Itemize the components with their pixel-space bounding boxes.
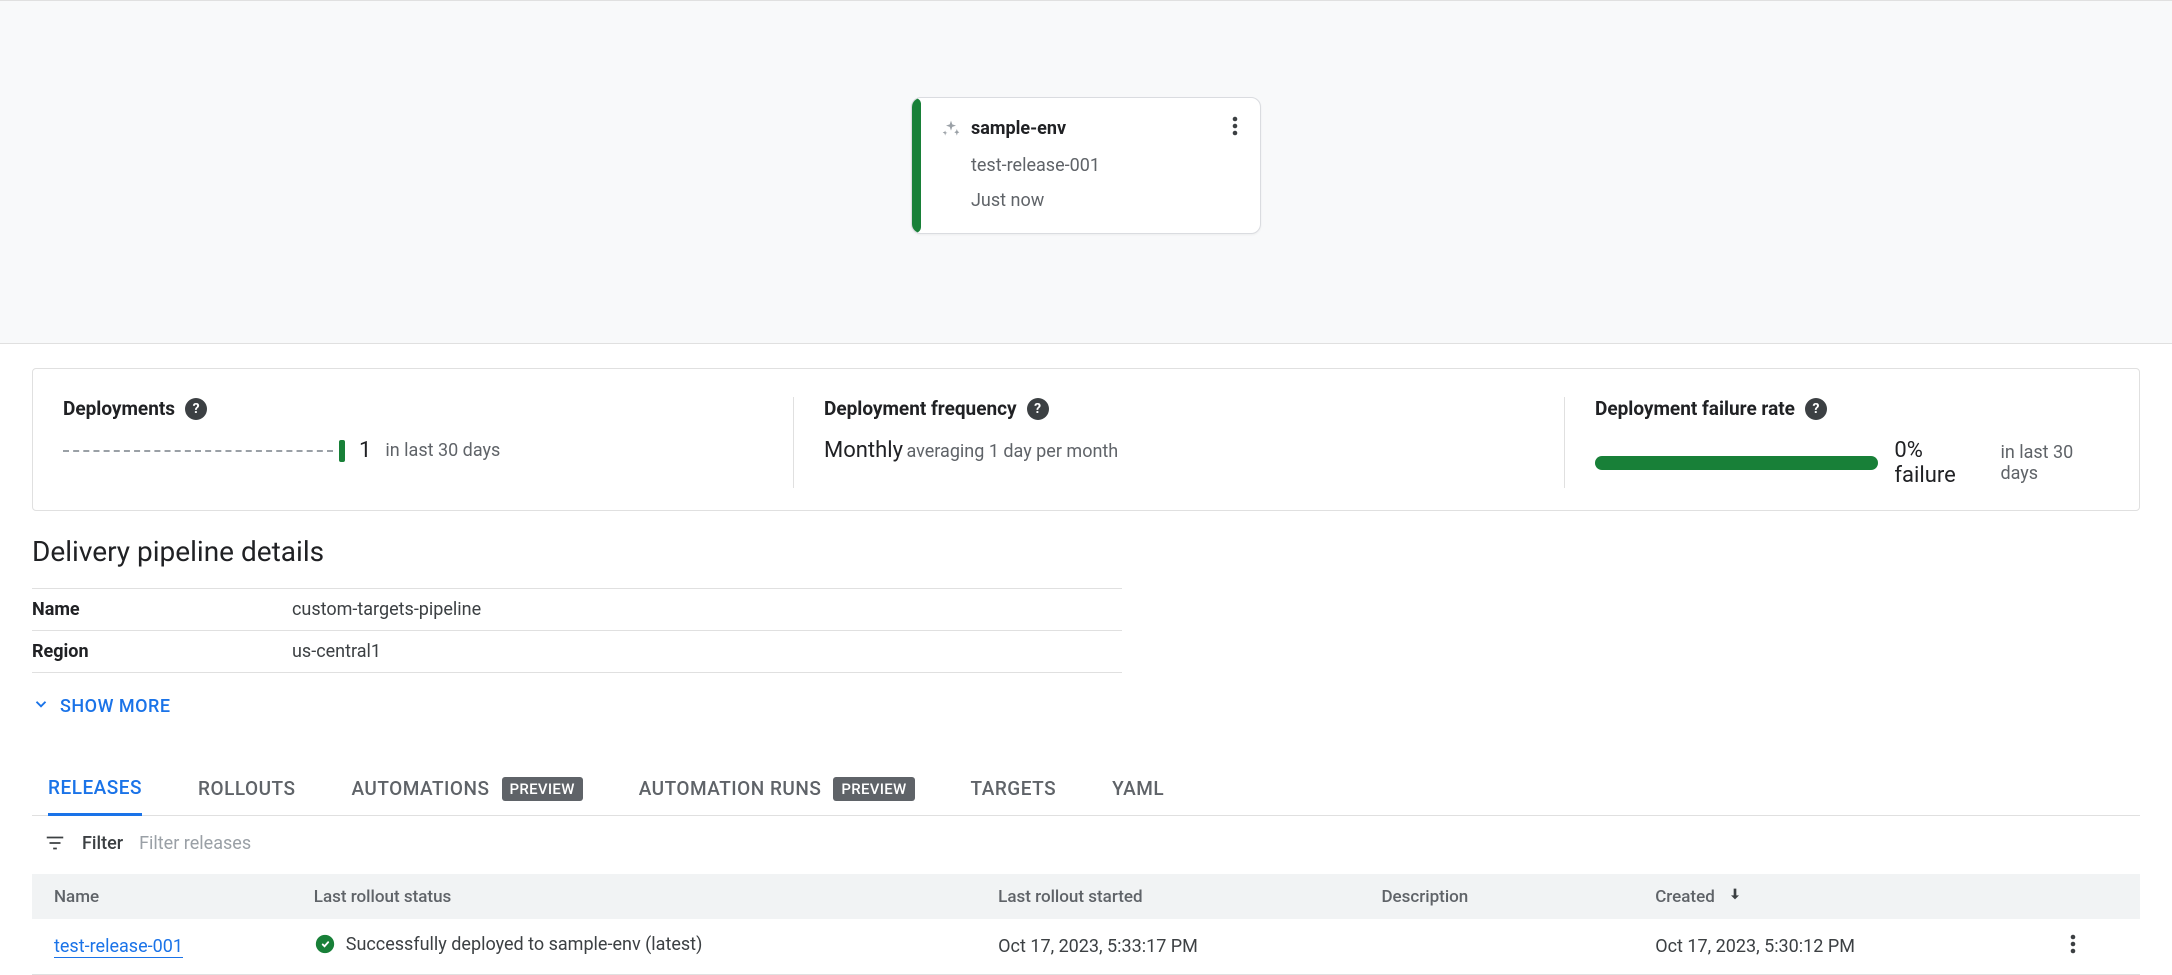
preview-badge: PREVIEW	[833, 777, 914, 801]
preview-badge: PREVIEW	[502, 777, 583, 801]
filter-input[interactable]: Filter releases	[139, 833, 251, 854]
details-heading: Delivery pipeline details	[32, 535, 2140, 568]
detail-label: Region	[32, 631, 292, 673]
tab-label: TARGETS	[971, 777, 1057, 800]
tab-label: YAML	[1112, 777, 1164, 800]
filter-icon[interactable]	[44, 832, 66, 854]
tabs-bar: RELEASES ROLLOUTS AUTOMATIONS PREVIEW AU…	[32, 762, 2140, 816]
failure-rate-value: 0% failure	[1894, 438, 1984, 488]
chevron-down-icon	[32, 695, 50, 718]
detail-row: Region us-central1	[32, 631, 1122, 673]
metric-deployments: Deployments ? 1 in last 30 days	[33, 397, 793, 488]
release-name-link[interactable]: test-release-001	[54, 936, 183, 958]
metric-failure-rate: Deployment failure rate ? 0% failure in …	[1565, 397, 2139, 488]
tab-automations[interactable]: AUTOMATIONS PREVIEW	[351, 763, 582, 815]
tab-label: RELEASES	[48, 776, 142, 799]
tab-label: ROLLOUTS	[198, 777, 295, 800]
failure-rate-subtext: in last 30 days	[2000, 442, 2109, 484]
col-header-actions	[2058, 874, 2140, 919]
detail-label: Name	[32, 589, 292, 631]
help-icon[interactable]: ?	[1027, 398, 1049, 420]
env-stage-card[interactable]: sample-env test-release-001 Just now	[911, 97, 1261, 234]
release-created: Oct 17, 2023, 5:30:12 PM	[1647, 919, 2058, 975]
col-header-description[interactable]: Description	[1373, 874, 1647, 919]
frequency-subtext: averaging 1 day per month	[906, 441, 1118, 462]
metric-failure-title: Deployment failure rate	[1595, 397, 1795, 420]
metric-frequency-title: Deployment frequency	[824, 397, 1017, 420]
metrics-panel: Deployments ? 1 in last 30 days Deployme…	[32, 368, 2140, 511]
success-check-icon	[314, 933, 336, 955]
detail-value: custom-targets-pipeline	[292, 589, 1122, 631]
sparkle-icon	[941, 119, 961, 139]
release-started: Oct 17, 2023, 5:33:17 PM	[990, 919, 1373, 975]
tab-releases[interactable]: RELEASES	[48, 762, 142, 816]
metric-frequency: Deployment frequency ? Monthly averaging…	[794, 397, 1564, 488]
help-icon[interactable]: ?	[185, 398, 207, 420]
tab-rollouts[interactable]: ROLLOUTS	[198, 763, 295, 814]
release-description	[1373, 919, 1647, 975]
releases-table: Name Last rollout status Last rollout st…	[32, 874, 2140, 975]
env-timestamp: Just now	[941, 190, 1242, 211]
frequency-value: Monthly	[824, 438, 903, 463]
col-header-status[interactable]: Last rollout status	[306, 874, 990, 919]
pipeline-details-section: Delivery pipeline details Name custom-ta…	[0, 511, 2172, 975]
failure-rate-bar	[1595, 456, 1878, 470]
deployments-sparkline	[63, 440, 345, 462]
release-row: test-release-001 Successfully deployed t…	[32, 919, 2140, 975]
env-release-name: test-release-001	[941, 155, 1242, 176]
help-icon[interactable]: ?	[1805, 398, 1827, 420]
show-more-button[interactable]: SHOW MORE	[32, 695, 171, 718]
sort-descending-icon	[1727, 887, 1743, 907]
tab-automation-runs[interactable]: AUTOMATION RUNS PREVIEW	[639, 763, 915, 815]
metric-deployments-title: Deployments	[63, 397, 175, 420]
col-header-created[interactable]: Created	[1647, 874, 2058, 919]
tab-label: AUTOMATIONS	[351, 777, 489, 800]
filter-label: Filter	[82, 833, 123, 854]
env-card-accent	[912, 98, 921, 233]
pipeline-stage-canvas: sample-env test-release-001 Just now	[0, 0, 2172, 344]
col-header-created-label: Created	[1655, 887, 1715, 907]
deployments-count: 1	[359, 438, 371, 463]
col-header-started[interactable]: Last rollout started	[990, 874, 1373, 919]
release-status-text: Successfully deployed to sample-env (lat…	[346, 934, 703, 955]
tab-label: AUTOMATION RUNS	[639, 777, 822, 800]
deployments-subtext: in last 30 days	[385, 440, 500, 461]
col-header-name[interactable]: Name	[32, 874, 306, 919]
env-title: sample-env	[971, 118, 1228, 139]
tab-yaml[interactable]: YAML	[1112, 763, 1164, 814]
filter-bar: Filter Filter releases	[32, 816, 2140, 870]
detail-row: Name custom-targets-pipeline	[32, 589, 1122, 631]
release-row-more-icon[interactable]	[2066, 935, 2080, 960]
env-card-body: sample-env test-release-001 Just now	[921, 98, 1260, 233]
detail-value: us-central1	[292, 631, 1122, 673]
tab-targets[interactable]: TARGETS	[971, 763, 1057, 814]
details-table: Name custom-targets-pipeline Region us-c…	[32, 588, 1122, 673]
show-more-label: SHOW MORE	[60, 696, 171, 717]
env-card-more-icon[interactable]	[1228, 116, 1242, 141]
